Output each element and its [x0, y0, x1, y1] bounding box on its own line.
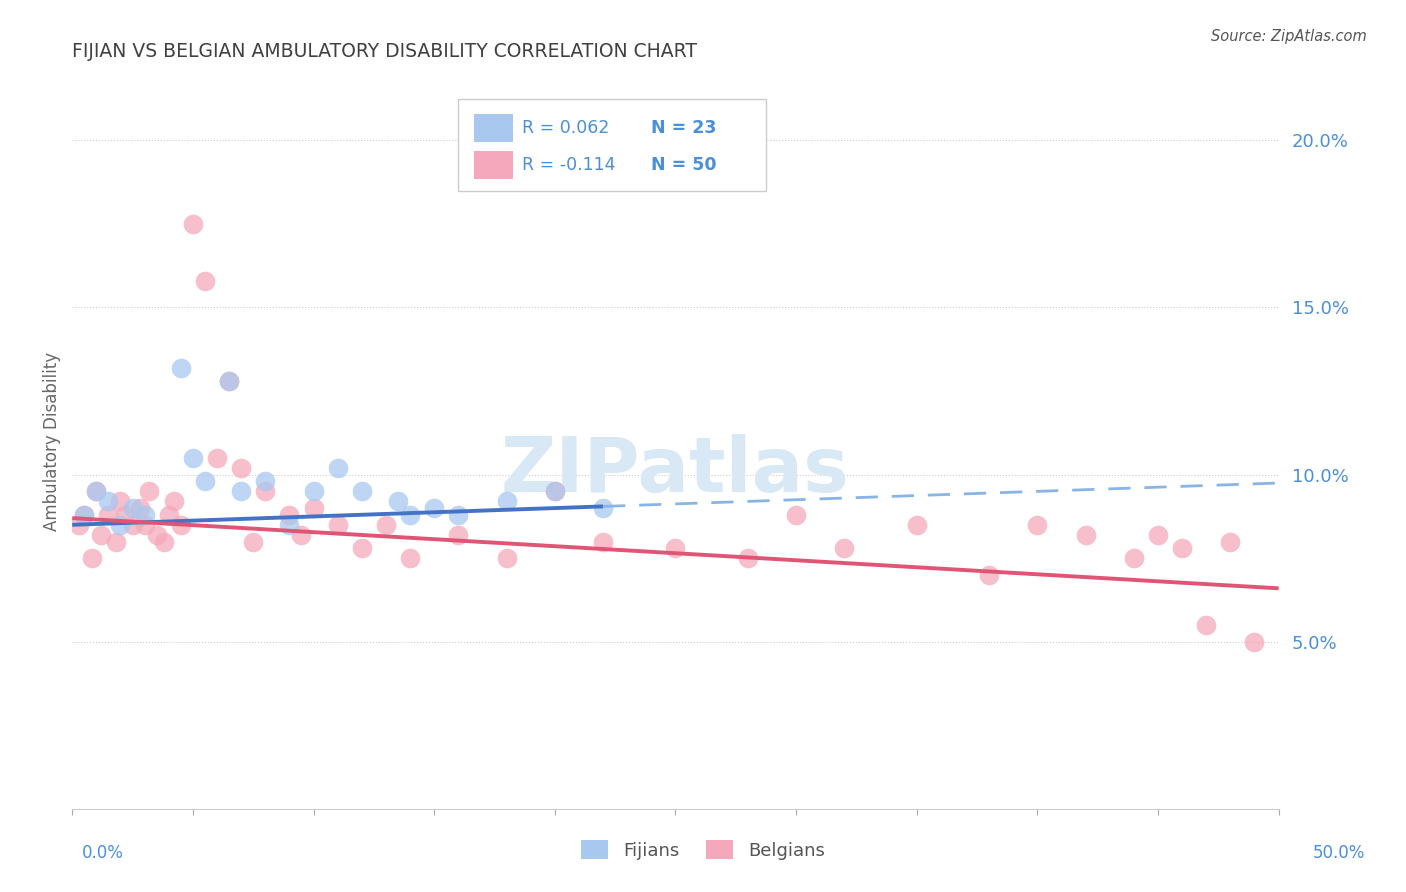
Point [194, 274, 217, 288]
Point [153, 534, 176, 549]
Point [1147, 528, 1170, 542]
Point [242, 534, 264, 549]
Point [326, 461, 349, 475]
Point [80, 551, 103, 566]
Point [1195, 618, 1218, 632]
Point [97, 494, 120, 508]
Text: 50.0%: 50.0% [1312, 844, 1365, 862]
Point [1026, 517, 1049, 532]
Point [290, 528, 312, 542]
Text: Source: ZipAtlas.com: Source: ZipAtlas.com [1211, 29, 1367, 44]
Point [114, 508, 136, 522]
Text: R = 0.062: R = 0.062 [522, 119, 610, 136]
Point [121, 517, 143, 532]
Y-axis label: Ambulatory Disability: Ambulatory Disability [44, 351, 60, 531]
Text: FIJIAN VS BELGIAN AMBULATORY DISABILITY CORRELATION CHART: FIJIAN VS BELGIAN AMBULATORY DISABILITY … [72, 42, 697, 61]
Point [278, 508, 301, 522]
Point [423, 501, 446, 516]
Point [181, 450, 204, 465]
Point [86, 484, 108, 499]
Point [205, 450, 228, 465]
Point [229, 461, 252, 475]
Point [138, 484, 160, 499]
Point [73, 508, 96, 522]
Point [73, 508, 96, 522]
Point [592, 534, 614, 549]
Point [544, 484, 567, 499]
Point [110, 517, 132, 532]
Point [181, 217, 204, 231]
Point [110, 494, 132, 508]
Point [387, 494, 409, 508]
Point [664, 541, 686, 556]
Point [121, 501, 143, 516]
Point [218, 374, 240, 388]
Point [905, 517, 928, 532]
Point [254, 475, 277, 489]
Point [447, 528, 470, 542]
Point [218, 374, 240, 388]
Point [374, 517, 396, 532]
Point [350, 541, 373, 556]
Point [162, 494, 184, 508]
Point [278, 517, 301, 532]
Text: N = 23: N = 23 [651, 119, 717, 136]
Point [399, 551, 422, 566]
Point [1243, 635, 1265, 649]
Point [229, 484, 252, 499]
Point [104, 534, 127, 549]
Point [977, 568, 1000, 582]
Point [592, 501, 614, 516]
Point [447, 508, 470, 522]
Point [302, 501, 325, 516]
Point [1074, 528, 1097, 542]
Point [97, 508, 120, 522]
Point [254, 484, 277, 499]
Bar [474, 114, 513, 142]
Point [86, 484, 108, 499]
Point [157, 508, 180, 522]
Point [1219, 534, 1241, 549]
Point [194, 475, 217, 489]
FancyBboxPatch shape [458, 99, 766, 191]
Point [302, 484, 325, 499]
Point [134, 508, 156, 522]
Point [90, 528, 112, 542]
Point [737, 551, 759, 566]
Point [326, 517, 349, 532]
Point [544, 484, 567, 499]
Point [145, 528, 167, 542]
Point [350, 484, 373, 499]
Point [128, 501, 150, 516]
Point [495, 494, 517, 508]
Point [1122, 551, 1144, 566]
Point [834, 541, 856, 556]
Point [399, 508, 422, 522]
Text: ZIPatlas: ZIPatlas [501, 434, 849, 508]
Point [785, 508, 807, 522]
Point [170, 360, 193, 375]
Legend: Fijians, Belgians: Fijians, Belgians [574, 833, 832, 867]
Point [69, 517, 91, 532]
Text: 0.0%: 0.0% [82, 844, 124, 862]
Text: R = -0.114: R = -0.114 [522, 155, 616, 174]
Bar [474, 151, 513, 178]
Point [495, 551, 517, 566]
Point [170, 517, 193, 532]
Point [134, 517, 156, 532]
Point [1171, 541, 1194, 556]
Text: N = 50: N = 50 [651, 155, 717, 174]
